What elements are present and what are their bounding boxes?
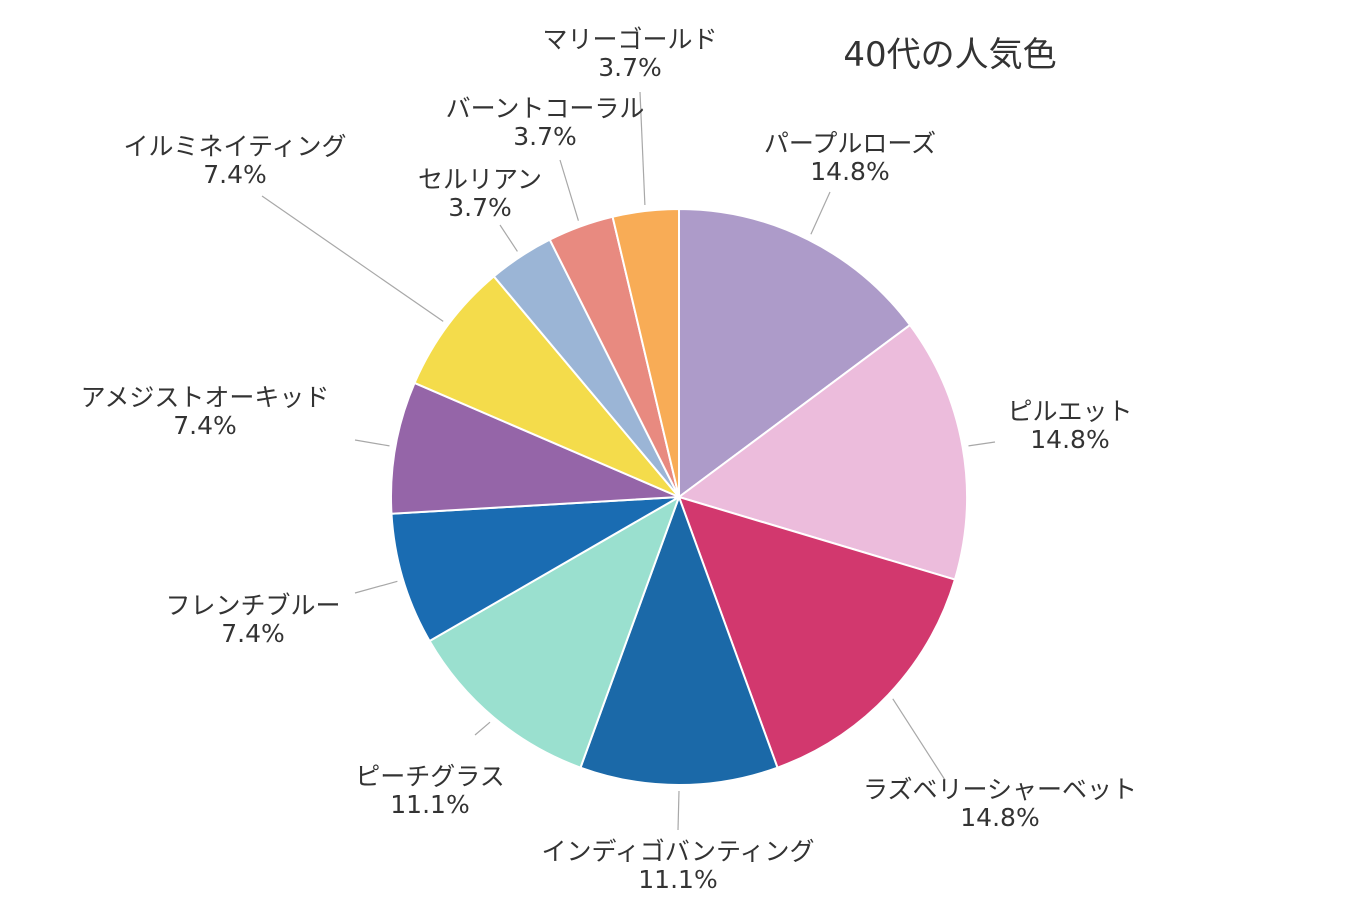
slice-label: ピルエット <box>1007 397 1132 426</box>
slice-labels: パープルローズ14.8%ピルエット14.8%ラズベリーシャーベット14.8%イン… <box>81 25 1137 894</box>
leader-line <box>354 580 398 594</box>
pie-slice <box>579 494 779 786</box>
pie-slice <box>677 495 957 769</box>
slice-label: フレンチブルー <box>165 591 340 620</box>
leader-line <box>499 224 518 252</box>
slice-label: インディゴバンティング <box>541 837 814 866</box>
leader-line <box>559 159 579 221</box>
slice-label: ピーチグラス <box>355 762 505 791</box>
pie-slice <box>428 494 681 769</box>
slice-label: マリーゴールド <box>542 25 717 54</box>
slice-label: バーントコーラル <box>446 94 645 123</box>
slice-value-label: 14.8% <box>960 803 1039 832</box>
pie-slice <box>413 274 680 498</box>
pie-slices <box>390 207 968 786</box>
leader-line <box>354 439 390 447</box>
slice-value-label: 7.4% <box>221 619 285 648</box>
leader-line <box>968 441 996 447</box>
slice-label: イルミネイティング <box>123 132 346 161</box>
slice-value-label: 3.7% <box>513 122 577 151</box>
chart-title: 40代の人気色 <box>843 35 1056 75</box>
slice-value-label: 7.4% <box>173 411 237 440</box>
slice-value-label: 11.1% <box>638 865 717 894</box>
leader-line <box>639 91 646 206</box>
pie-slice <box>390 381 680 515</box>
leader-lines <box>261 91 996 831</box>
pie-slice <box>676 323 968 581</box>
pie-slice <box>390 496 680 643</box>
pie-slice <box>678 207 912 499</box>
leader-line <box>474 721 491 736</box>
slice-label: セルリアン <box>418 165 542 194</box>
pie-slice <box>611 207 680 498</box>
leader-line <box>810 191 831 235</box>
leader-line <box>261 195 444 322</box>
leader-line <box>892 698 946 781</box>
slice-label: ラズベリーシャーベット <box>863 775 1137 804</box>
slice-value-label: 14.8% <box>1030 425 1109 454</box>
slice-value-label: 3.7% <box>598 53 662 82</box>
leader-line <box>677 790 680 831</box>
slice-value-label: 3.7% <box>448 193 512 222</box>
slice-value-label: 11.1% <box>390 790 469 819</box>
slice-value-label: 14.8% <box>810 157 889 186</box>
slice-label: アメジストオーキッド <box>81 383 330 412</box>
slice-value-label: 7.4% <box>203 160 267 189</box>
slice-label: パープルローズ <box>764 129 936 158</box>
